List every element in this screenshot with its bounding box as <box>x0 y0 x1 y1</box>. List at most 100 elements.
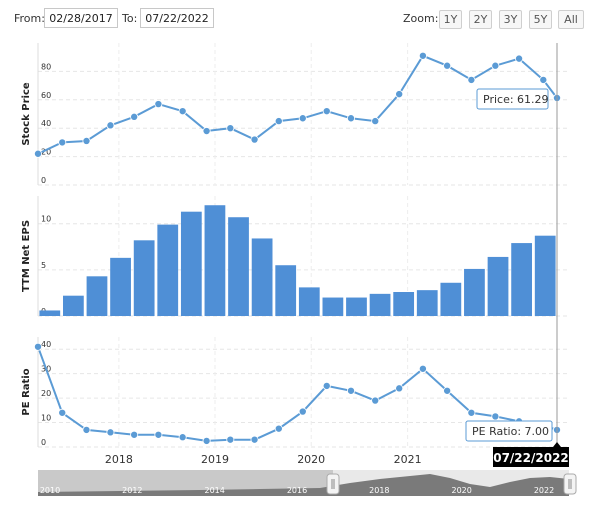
pe-point[interactable] <box>58 408 67 417</box>
pe-point[interactable] <box>371 396 380 405</box>
pe-point[interactable] <box>346 386 355 395</box>
range-selector: From: 02/28/2017 To: 07/22/2022 Zoom: 1Y… <box>0 0 597 40</box>
pe-y-tick-label: 20 <box>41 389 51 398</box>
range-end-label-text: 07/22/2022 <box>493 451 569 465</box>
navigator-year-label: 2012 <box>122 486 142 495</box>
eps-panel: TTM Net EPS 0510 <box>21 196 569 317</box>
price-point[interactable] <box>106 121 115 130</box>
eps-bar <box>110 257 131 316</box>
zoom-1y-button[interactable]: 1Y <box>439 10 462 29</box>
pe-axis-title: PE Ratio <box>21 368 32 415</box>
price-plot-area <box>38 43 569 185</box>
eps-bar <box>86 276 108 316</box>
pe-point[interactable] <box>130 430 139 439</box>
eps-bar <box>534 235 556 316</box>
zoom-5y-button[interactable]: 5Y <box>529 10 552 29</box>
price-y-tick-label: 60 <box>41 91 51 100</box>
from-date-input[interactable]: 02/28/2017 <box>44 8 118 28</box>
price-tooltip-box <box>476 88 549 110</box>
price-point[interactable] <box>539 75 548 84</box>
pe-point[interactable] <box>298 407 307 416</box>
pe-point[interactable] <box>154 430 163 439</box>
price-point[interactable] <box>274 117 283 126</box>
price-point[interactable] <box>346 114 355 123</box>
navigator-year-label: 2016 <box>287 486 307 495</box>
price-point[interactable] <box>298 114 307 123</box>
eps-bar <box>416 290 438 316</box>
pe-point[interactable] <box>443 386 452 395</box>
price-axis-title: Stock Price <box>21 82 32 146</box>
eps-y-tick-label: 10 <box>41 215 51 224</box>
zoom-2y-button[interactable]: 2Y <box>469 10 492 29</box>
eps-bar <box>251 238 273 316</box>
eps-bar <box>39 310 61 316</box>
range-end-label-pointer <box>553 442 561 447</box>
price-point[interactable] <box>82 136 91 145</box>
eps-bar <box>275 265 297 316</box>
x-axis-tick-label: 2018 <box>105 453 133 466</box>
range-end-label-box <box>493 447 569 467</box>
navigator-left-handle-body[interactable] <box>326 473 340 495</box>
from-label: From: <box>14 12 45 25</box>
eps-bar <box>133 240 155 316</box>
navigator-left-handle[interactable] <box>326 473 340 495</box>
pe-tooltip: PE Ratio: 7.00 <box>465 420 553 442</box>
price-y-tick-label: 40 <box>41 119 51 128</box>
pe-point[interactable] <box>202 436 211 445</box>
pe-tooltip-text: PE Ratio: 7.00 <box>472 425 549 438</box>
zoom-label: Zoom: <box>403 12 439 25</box>
navigator-right-handle[interactable] <box>563 473 577 495</box>
price-point[interactable] <box>58 138 67 147</box>
eps-axis-title: TTM Net EPS <box>21 220 32 292</box>
eps-bar <box>298 287 320 316</box>
price-point[interactable] <box>322 107 331 116</box>
eps-bar <box>322 297 344 316</box>
pe-tooltip-box <box>465 420 553 442</box>
price-point[interactable] <box>395 90 404 99</box>
price-point[interactable] <box>371 117 380 126</box>
x-axis-tick-label: 2021 <box>394 453 422 466</box>
navigator-year-label: 2014 <box>204 486 224 495</box>
zoom-3y-button[interactable]: 3Y <box>499 10 522 29</box>
pe-point[interactable] <box>395 384 404 393</box>
price-point[interactable] <box>154 100 163 109</box>
pe-point[interactable] <box>274 424 283 433</box>
price-point[interactable] <box>467 75 476 84</box>
navigator-right-handle-body[interactable] <box>563 473 577 495</box>
price-point[interactable] <box>418 51 427 60</box>
pe-point[interactable] <box>34 342 43 351</box>
pe-point[interactable] <box>467 408 476 417</box>
pe-point[interactable] <box>178 433 187 442</box>
navigator-year-label: 2020 <box>451 486 471 495</box>
eps-bar <box>440 282 462 316</box>
pe-point[interactable] <box>491 412 500 421</box>
zoom-all-button[interactable]: All <box>558 10 584 29</box>
eps-bar <box>393 292 415 316</box>
to-date-input[interactable]: 07/22/2022 <box>140 8 214 28</box>
pe-point[interactable] <box>250 435 259 444</box>
price-point[interactable] <box>491 61 500 70</box>
price-y-tick-label: 20 <box>41 148 51 157</box>
pe-y-tick-label: 40 <box>41 340 51 349</box>
price-point[interactable] <box>250 135 259 144</box>
eps-bar <box>487 256 509 316</box>
price-point[interactable] <box>202 127 211 136</box>
eps-bar <box>63 295 84 316</box>
range-end-label: 07/22/2022 <box>493 442 569 467</box>
price-point[interactable] <box>178 107 187 116</box>
price-point[interactable] <box>130 112 139 121</box>
pe-point[interactable] <box>106 428 115 437</box>
price-point[interactable] <box>443 61 452 70</box>
price-point[interactable] <box>34 149 43 158</box>
price-tooltip: Price: 61.29 <box>476 88 549 110</box>
pe-point[interactable] <box>322 381 331 390</box>
eps-bar <box>511 243 532 316</box>
pe-point[interactable] <box>82 425 91 434</box>
navigator-year-label: 2022 <box>534 486 554 495</box>
x-axis-tick-label: 2019 <box>201 453 229 466</box>
price-point[interactable] <box>226 124 235 133</box>
pe-point[interactable] <box>418 364 427 373</box>
pe-point[interactable] <box>226 435 235 444</box>
price-point[interactable] <box>515 54 524 63</box>
